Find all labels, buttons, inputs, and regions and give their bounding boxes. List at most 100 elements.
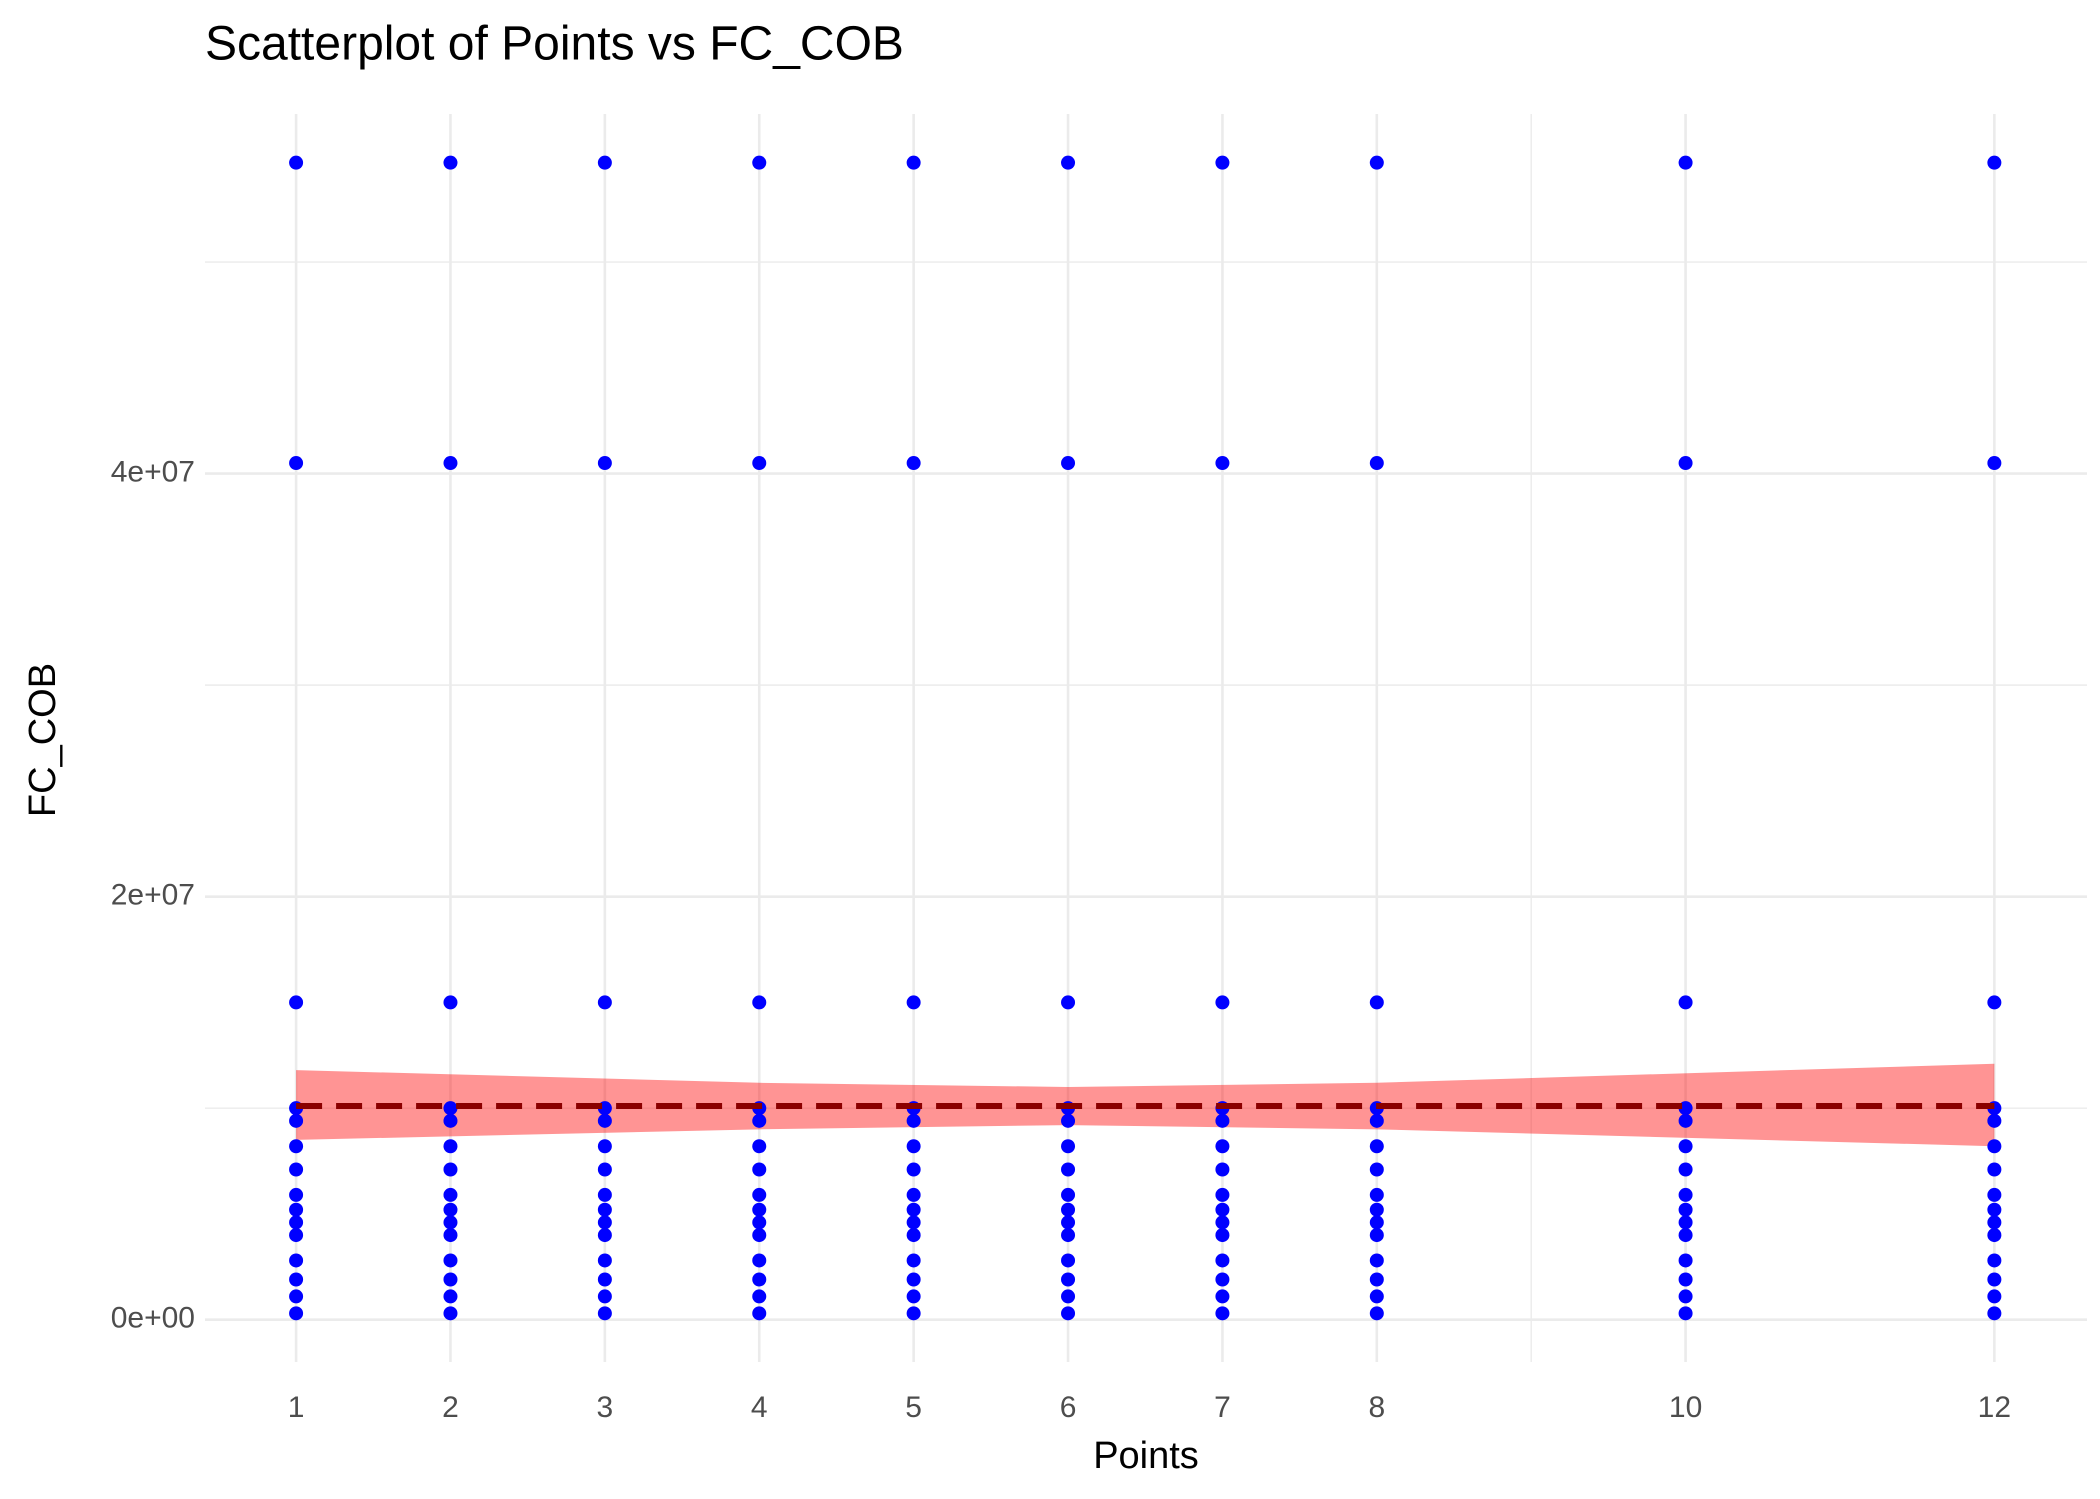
point [1369,456,1384,471]
point [752,1139,767,1154]
point [597,1162,612,1177]
point [906,456,921,471]
point [1369,1306,1384,1321]
point [443,1101,458,1116]
point [752,1253,767,1268]
point [1061,1202,1076,1217]
point [906,1139,921,1154]
point [443,1113,458,1128]
point [1678,1228,1693,1243]
point [597,995,612,1010]
point [1215,1139,1230,1154]
point [906,995,921,1010]
point [1369,1113,1384,1128]
point [1987,1202,2002,1217]
point [1987,1289,2002,1304]
x-tick-label: 12 [1978,1391,2011,1424]
point [906,1289,921,1304]
point [443,1228,458,1243]
point [1678,995,1693,1010]
point [1061,1139,1076,1154]
point [289,995,304,1010]
point [443,1289,458,1304]
point [443,1202,458,1217]
point [752,155,767,170]
chart-title: Scatterplot of Points vs FC_COB [205,18,904,71]
point [752,995,767,1010]
point [752,1162,767,1177]
point [597,1289,612,1304]
point [752,1272,767,1287]
point [1061,1272,1076,1287]
point [289,1187,304,1202]
point [443,995,458,1010]
x-tick-label: 7 [1214,1391,1231,1424]
point [1061,155,1076,170]
point [1215,1215,1230,1230]
point [1369,1253,1384,1268]
point [906,1215,921,1230]
point [1061,995,1076,1010]
point [289,1228,304,1243]
point [289,1162,304,1177]
point [289,456,304,471]
point [443,1139,458,1154]
point [906,1187,921,1202]
point [1061,1187,1076,1202]
point [752,1113,767,1128]
point [443,1253,458,1268]
point [1215,1228,1230,1243]
point [289,1253,304,1268]
point [1678,1139,1693,1154]
point [752,1228,767,1243]
point [1987,1187,2002,1202]
point [1215,1187,1230,1202]
point [1369,155,1384,170]
point [1987,1162,2002,1177]
point [289,1113,304,1128]
point [1987,1306,2002,1321]
point [443,155,458,170]
point [443,456,458,471]
y-tick-label: 2e+07 [111,879,195,912]
point [1215,1306,1230,1321]
point [906,1272,921,1287]
point [1215,1113,1230,1128]
point [289,155,304,170]
point [289,1202,304,1217]
point [1215,456,1230,471]
y-tick-label: 4e+07 [111,456,195,489]
point [1678,1289,1693,1304]
point [1369,1202,1384,1217]
point [1987,995,2002,1010]
point [1369,1272,1384,1287]
point [1215,1202,1230,1217]
x-tick-label: 1 [288,1391,305,1424]
point [443,1162,458,1177]
point [1369,995,1384,1010]
x-tick-label: 10 [1669,1391,1702,1424]
x-tick-label: 3 [597,1391,614,1424]
point [1369,1289,1384,1304]
point [443,1187,458,1202]
point [752,1306,767,1321]
point [1987,1253,2002,1268]
point [1678,1253,1693,1268]
point [597,1113,612,1128]
point [1215,1289,1230,1304]
point [1061,1113,1076,1128]
point [1369,1215,1384,1230]
point [906,155,921,170]
point [597,1202,612,1217]
point [1061,1215,1076,1230]
point [443,1272,458,1287]
point [597,1228,612,1243]
point [289,1215,304,1230]
point [443,1215,458,1230]
x-tick-label: 8 [1368,1391,1385,1424]
x-axis-title: Points [1093,1435,1199,1477]
point [1215,155,1230,170]
point [906,1162,921,1177]
